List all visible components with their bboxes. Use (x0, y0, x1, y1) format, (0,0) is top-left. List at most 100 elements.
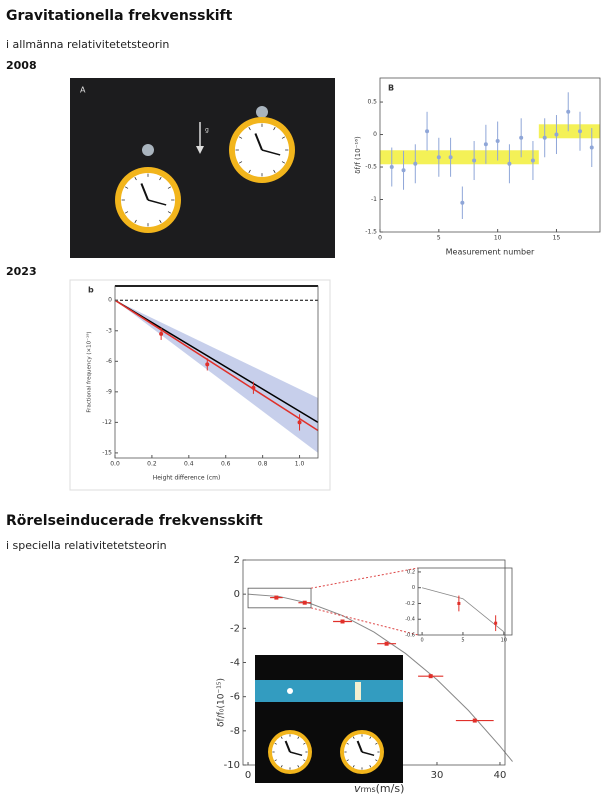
x-tick-label: 10 (494, 235, 502, 242)
y-tick-label: -8 (230, 726, 240, 737)
clock-tick (274, 742, 277, 745)
title: Gravitationella frekvensskift (6, 8, 233, 24)
point (483, 142, 488, 147)
title: Rörelseinducerade frekvensskift (6, 513, 263, 529)
clock-hand (147, 199, 167, 206)
ball (142, 144, 154, 156)
point (494, 621, 498, 625)
x-axis-label-part: v (354, 782, 361, 795)
clock-tick (375, 759, 378, 762)
uncertainty-band (115, 300, 318, 453)
point (507, 161, 512, 166)
y-tick-label: -10 (224, 760, 240, 771)
ball (256, 106, 268, 118)
point (428, 674, 433, 679)
clock-hand (289, 751, 303, 757)
point (340, 619, 345, 624)
clock-tick (238, 161, 243, 164)
clocks (115, 117, 384, 774)
point (589, 145, 594, 150)
year: 2023 (6, 265, 37, 278)
clock-tick (238, 136, 243, 139)
clock-hand (361, 751, 375, 757)
point (413, 161, 418, 166)
clock-hand (261, 149, 281, 156)
clock-tick (273, 126, 276, 131)
x-tick-label: 30 (431, 770, 444, 781)
x-tick-label: 5 (461, 638, 464, 644)
point (566, 109, 571, 114)
clock-tick (124, 211, 129, 214)
clock-tick (281, 161, 286, 164)
clock-tick (297, 736, 300, 739)
y-tick-label: -4 (230, 658, 240, 669)
point (274, 595, 279, 600)
x-tick-label: 0.8 (258, 461, 268, 468)
fit-line (114, 299, 319, 424)
point (302, 600, 307, 605)
point (384, 641, 389, 646)
clock-tick (280, 765, 283, 768)
y-tick-label: 0 (373, 131, 377, 138)
point (472, 718, 477, 723)
x-axis-label: Measurement number (446, 248, 535, 257)
point (425, 129, 430, 134)
y-tick-label: 0.2 (407, 569, 415, 575)
figure-label: A (80, 86, 86, 95)
clock-hand (284, 740, 291, 753)
curve (248, 593, 513, 762)
band (538, 124, 600, 139)
arrow-head (196, 146, 204, 154)
x-axis-label-part: rms (361, 785, 376, 794)
clock-tick (124, 186, 129, 189)
clock-tick (369, 765, 372, 768)
point (436, 155, 441, 160)
clock-tick (375, 742, 378, 745)
plot-frame (114, 285, 319, 459)
point (578, 129, 582, 134)
clock-tick (274, 759, 277, 762)
x-tick-label: 5 (437, 235, 441, 242)
clock-tick (346, 759, 349, 762)
x-tick-label: 0 (378, 235, 382, 242)
zoom-box (247, 587, 312, 609)
clock-tick (281, 136, 286, 139)
clock-tick (134, 176, 137, 181)
y-tick-label: -0.4 (405, 617, 415, 623)
y-tick-label: -2 (230, 623, 240, 634)
x-tick-label: 0.4 (184, 461, 194, 468)
clock-tick (167, 211, 172, 214)
arrow-label: g (205, 127, 209, 134)
inset-bg (418, 568, 512, 635)
clock-tick (273, 169, 276, 174)
point (457, 601, 461, 605)
y-tick-label: -0.2 (405, 601, 415, 607)
point (205, 362, 210, 367)
clock-tick (352, 765, 355, 768)
plot-frame (417, 567, 513, 636)
point (495, 139, 500, 144)
point (460, 200, 465, 205)
x-tick-label: 15 (553, 235, 561, 242)
clock-tick (352, 736, 355, 739)
clock-tick (303, 742, 306, 745)
clock-tick (167, 186, 172, 189)
y-tick-label: 2 (234, 555, 240, 566)
x-tick-label: 0 (420, 638, 423, 644)
x-tick-label: 10 (501, 638, 507, 644)
y-tick-label: 0 (234, 589, 240, 600)
y-tick-label: -0.5 (365, 164, 377, 171)
y-tick-label: -6 (106, 358, 112, 365)
y-tick-label: 0 (108, 297, 112, 304)
y-axis-label: Fractional frequency (×10⁻¹⁹) (86, 331, 93, 412)
fit-line (114, 299, 319, 432)
point (251, 385, 256, 390)
point (530, 158, 535, 163)
y-tick-label: 0.5 (367, 99, 377, 106)
clock-tick (280, 736, 283, 739)
y-tick-label: -6 (230, 692, 240, 703)
clock-tick (248, 126, 251, 131)
inset-curve (421, 587, 505, 633)
point (389, 165, 394, 170)
